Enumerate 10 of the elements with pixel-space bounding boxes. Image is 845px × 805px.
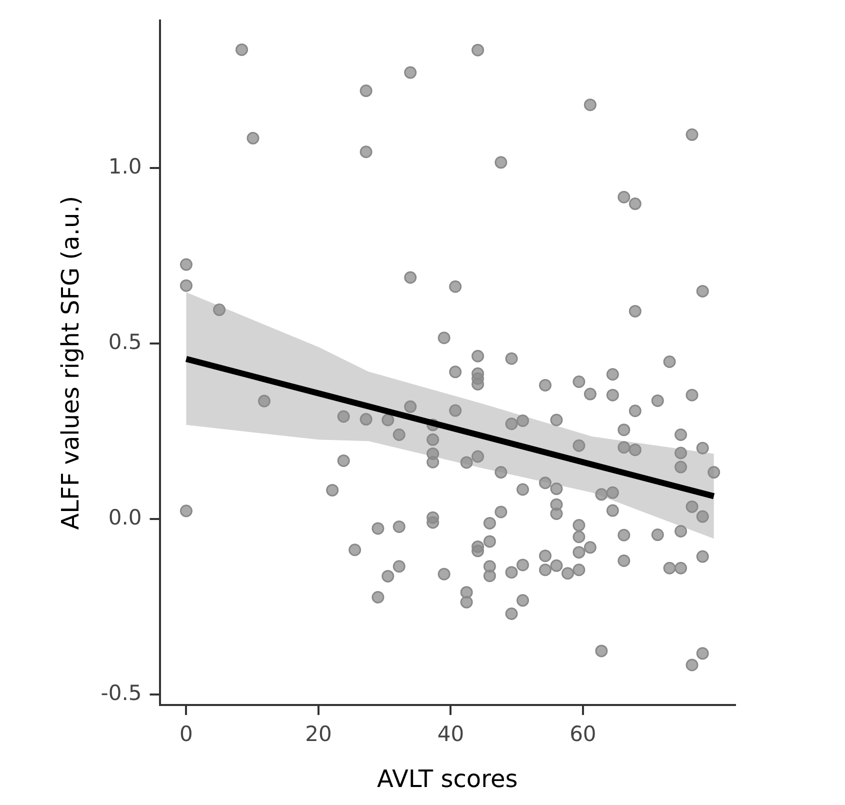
x-axis-title: AVLT scores: [377, 764, 518, 793]
y-tick-label: 1.0: [108, 154, 142, 178]
y-axis-title: ALFF values right SFG (a.u.): [56, 196, 85, 530]
y-tick-label: 0.5: [108, 330, 142, 354]
y-tick-label: 0.0: [108, 505, 142, 530]
x-tick-label: 60: [570, 722, 596, 746]
x-tick-label: 20: [305, 722, 332, 746]
y-tick-label: -0.5: [100, 680, 142, 705]
x-tick-label: 40: [437, 722, 464, 746]
x-tick-label: 0: [180, 722, 193, 746]
